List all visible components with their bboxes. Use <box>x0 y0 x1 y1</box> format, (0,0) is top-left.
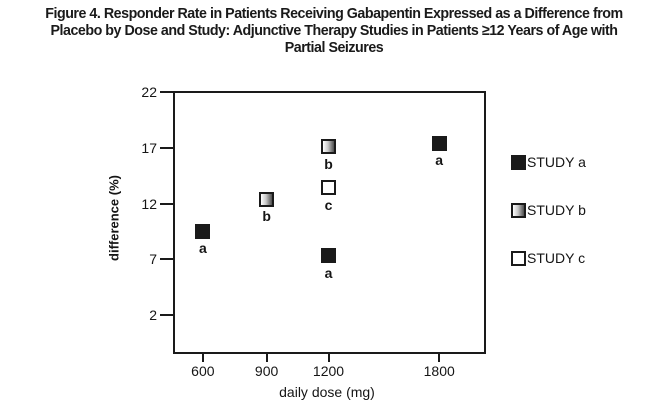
data-point-label: b <box>324 155 333 172</box>
data-point-marker <box>321 139 336 155</box>
y-tick-mark <box>160 202 173 205</box>
y-tick-label: 17 <box>141 139 157 156</box>
legend-label-study-b: STUDY b <box>527 202 586 218</box>
legend-label-study-c: STUDY c <box>527 250 586 266</box>
x-tick-mark <box>327 354 330 362</box>
data-point-marker <box>431 135 447 151</box>
figure-title: Figure 4. Responder Rate in Patients Rec… <box>17 5 652 56</box>
x-tick-label: 1800 <box>423 363 455 379</box>
data-point-label: a <box>324 264 333 281</box>
study-b-marker-icon <box>511 202 526 218</box>
data-point-label: a <box>435 152 444 169</box>
y-tick-label: 12 <box>141 195 157 212</box>
data-point-marker <box>321 180 336 196</box>
legend-label-study-a: STUDY a <box>527 154 586 170</box>
y-tick-label: 22 <box>141 84 157 100</box>
plot-frame <box>173 91 486 354</box>
y-tick-mark <box>160 91 173 93</box>
figure-title-line-2: Placebo by Dose and Study: Adjunctive Th… <box>50 22 618 39</box>
legend-item-study-b: STUDY b <box>511 202 586 218</box>
y-tick-mark <box>160 314 173 317</box>
y-tick-mark <box>160 258 173 261</box>
x-tick-mark <box>265 354 268 362</box>
x-tick-mark <box>201 354 204 362</box>
x-tick-label: 1200 <box>312 363 345 379</box>
x-tick-label: 900 <box>254 363 279 379</box>
study-a-marker-icon <box>511 154 526 170</box>
y-tick-label: 7 <box>149 251 157 268</box>
y-tick-label: 2 <box>149 307 157 324</box>
x-axis-title: daily dose (mg) <box>279 384 375 400</box>
data-point-label: a <box>198 240 207 257</box>
study-c-marker-icon <box>511 250 526 266</box>
x-tick-label: 600 <box>191 363 215 379</box>
data-point-label: c <box>324 196 333 213</box>
y-axis-title: difference (%) <box>106 175 122 261</box>
data-point-marker <box>195 223 211 239</box>
data-point-marker <box>321 248 336 264</box>
figure-title-line-3: Partial Seizures <box>284 39 384 56</box>
figure-title-line-1: Figure 4. Responder Rate in Patients Rec… <box>45 5 623 22</box>
legend-item-study-a: STUDY a <box>511 154 586 170</box>
x-tick-mark <box>438 354 441 362</box>
data-point-marker <box>259 191 275 207</box>
data-point-label: b <box>262 208 271 225</box>
legend-item-study-c: STUDY c <box>511 250 585 266</box>
y-tick-mark <box>160 146 173 149</box>
